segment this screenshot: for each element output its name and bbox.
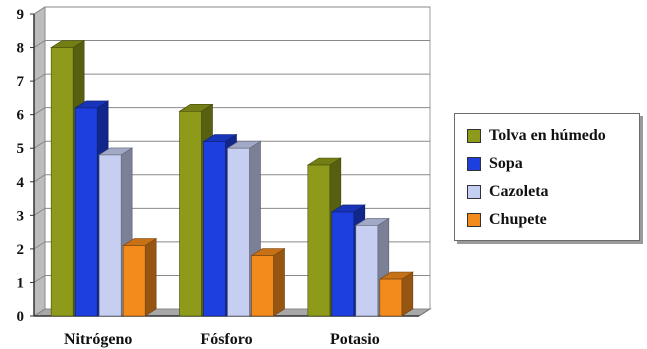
legend-item-cazoleta: Cazoleta: [461, 178, 633, 206]
y-tick-label: 5: [17, 141, 25, 157]
bar: [50, 47, 74, 317]
bar-side: [273, 248, 285, 317]
x-tick-label: Potasio: [330, 331, 380, 348]
gridline: [33, 73, 430, 82]
side-wall: [33, 6, 46, 317]
gridline: [33, 107, 430, 116]
gridline: [33, 241, 430, 250]
bar: [227, 147, 250, 317]
legend-label-chupete: Chupete: [489, 211, 547, 228]
bar: [251, 255, 274, 317]
y-tick-label: 1: [17, 275, 25, 291]
y-tick-label: 3: [17, 208, 25, 224]
bar-side: [144, 237, 157, 317]
bar: [122, 245, 146, 317]
y-tick-label: 8: [17, 41, 25, 57]
x-tick-label: Fósforo: [200, 331, 252, 348]
legend-item-sopa: Sopa: [461, 150, 633, 178]
legend-swatch-cazoleta: [467, 185, 481, 199]
y-tick-label: 0: [17, 309, 25, 325]
y-tick-label: 7: [17, 74, 25, 90]
legend-swatch-chupete: [467, 213, 481, 227]
bar-side: [401, 271, 414, 317]
legend-item-tolva: Tolva en húmedo: [461, 122, 633, 150]
gridline: [33, 140, 430, 149]
bar: [203, 141, 226, 317]
y-tick-label: 4: [17, 175, 25, 191]
legend: Tolva en húmedo Sopa Cazoleta Chupete: [454, 113, 640, 241]
bar: [179, 111, 202, 317]
legend-swatch-sopa: [467, 157, 481, 171]
bar: [379, 278, 403, 317]
y-tick-label: 2: [17, 242, 25, 258]
legend-item-chupete: Chupete: [461, 206, 633, 234]
bar: [355, 225, 379, 317]
gridline: [33, 6, 430, 15]
legend-label-cazoleta: Cazoleta: [489, 183, 549, 200]
legend-swatch-tolva: [467, 129, 481, 143]
gridline: [33, 174, 430, 183]
x-tick-label: Nitrógeno: [64, 331, 132, 348]
gridline: [33, 40, 430, 48]
legend-label-tolva: Tolva en húmedo: [489, 127, 606, 144]
bar: [331, 211, 355, 317]
legend-label-sopa: Sopa: [489, 155, 523, 172]
gridline: [33, 308, 430, 317]
bar: [307, 164, 331, 317]
y-tick-label: 6: [17, 108, 25, 124]
gridline: [33, 207, 430, 216]
y-tick-label: 9: [17, 7, 25, 23]
gridline: [33, 274, 430, 283]
bar: [98, 154, 122, 317]
bar: [74, 107, 98, 317]
